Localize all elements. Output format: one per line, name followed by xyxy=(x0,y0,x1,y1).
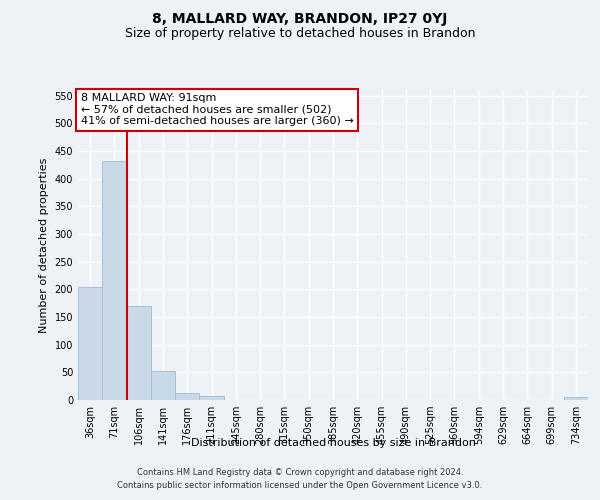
Bar xyxy=(175,393,199,400)
Bar xyxy=(127,306,151,400)
Y-axis label: Number of detached properties: Number of detached properties xyxy=(39,158,49,332)
Text: Distribution of detached houses by size in Brandon: Distribution of detached houses by size … xyxy=(191,438,475,448)
Bar xyxy=(199,396,224,400)
Text: 8, MALLARD WAY, BRANDON, IP27 0YJ: 8, MALLARD WAY, BRANDON, IP27 0YJ xyxy=(152,12,448,26)
Text: 8 MALLARD WAY: 91sqm
← 57% of detached houses are smaller (502)
41% of semi-deta: 8 MALLARD WAY: 91sqm ← 57% of detached h… xyxy=(80,93,353,126)
Text: Contains HM Land Registry data © Crown copyright and database right 2024.: Contains HM Land Registry data © Crown c… xyxy=(137,468,463,477)
Bar xyxy=(102,161,127,400)
Text: Size of property relative to detached houses in Brandon: Size of property relative to detached ho… xyxy=(125,28,475,40)
Bar xyxy=(151,370,175,400)
Bar xyxy=(564,397,588,400)
Text: Contains public sector information licensed under the Open Government Licence v3: Contains public sector information licen… xyxy=(118,480,482,490)
Bar xyxy=(78,286,102,400)
